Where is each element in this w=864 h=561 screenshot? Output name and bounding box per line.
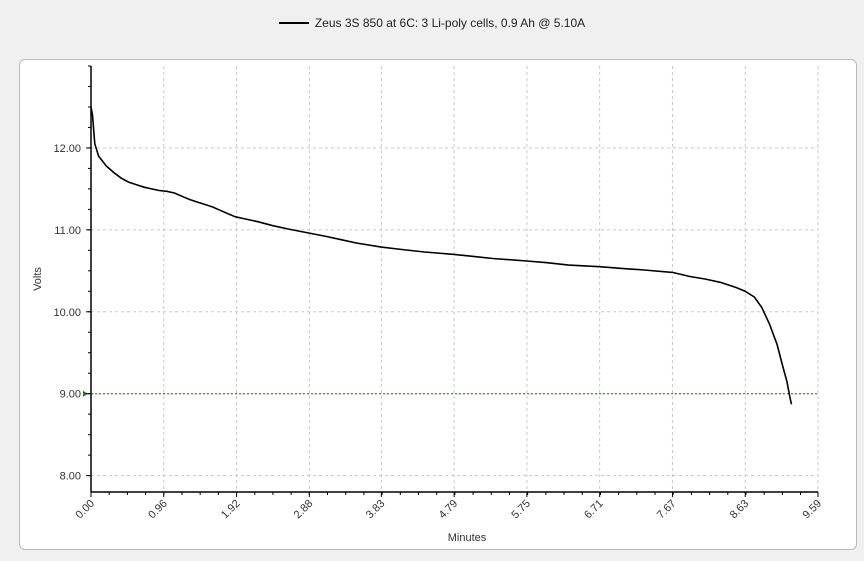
- legend-label: Zeus 3S 850 at 6C: 3 Li-poly cells, 0.9 …: [314, 16, 586, 30]
- y-tick-label: 10.00: [53, 307, 81, 319]
- x-tick-label: 0.96: [146, 498, 170, 522]
- reference-line-group: [83, 390, 818, 397]
- y-tick-label: 8.00: [60, 471, 81, 483]
- x-tick-label: 0.00: [73, 498, 97, 522]
- reference-marker-icon: [83, 390, 88, 397]
- x-tick-label: 3.83: [364, 498, 388, 522]
- x-axis-title: Minutes: [448, 532, 487, 544]
- x-tick-label: 9.59: [800, 498, 824, 522]
- y-tick-label: 11.00: [54, 225, 81, 237]
- chart-panel: [19, 59, 857, 550]
- y-axis-title: Volts: [32, 267, 44, 291]
- x-tick-label: 7.67: [655, 498, 679, 522]
- series-line: [90, 106, 793, 405]
- ticks: 0.00 0.96 1.92 2.88 3.83 4.79 5.75 6.71 7.67 8.63…: [53, 65, 824, 522]
- x-tick-label: 6.71: [582, 498, 606, 522]
- x-tick-label: 1.92: [219, 498, 243, 522]
- y-tick-label: 12.00: [53, 143, 81, 155]
- y-tick-label: 9.00: [60, 389, 81, 401]
- x-tick-label: 8.63: [728, 498, 752, 522]
- x-tick-label: 4.79: [437, 498, 461, 522]
- series-group: [90, 106, 793, 405]
- legend-swatch: [278, 22, 309, 24]
- x-tick-label: 5.75: [509, 498, 533, 522]
- grid: [91, 66, 819, 492]
- x-tick-label: 2.88: [292, 498, 316, 522]
- legend: Zeus 3S 850 at 6C: 3 Li-poly cells, 0.9 …: [0, 0, 864, 46]
